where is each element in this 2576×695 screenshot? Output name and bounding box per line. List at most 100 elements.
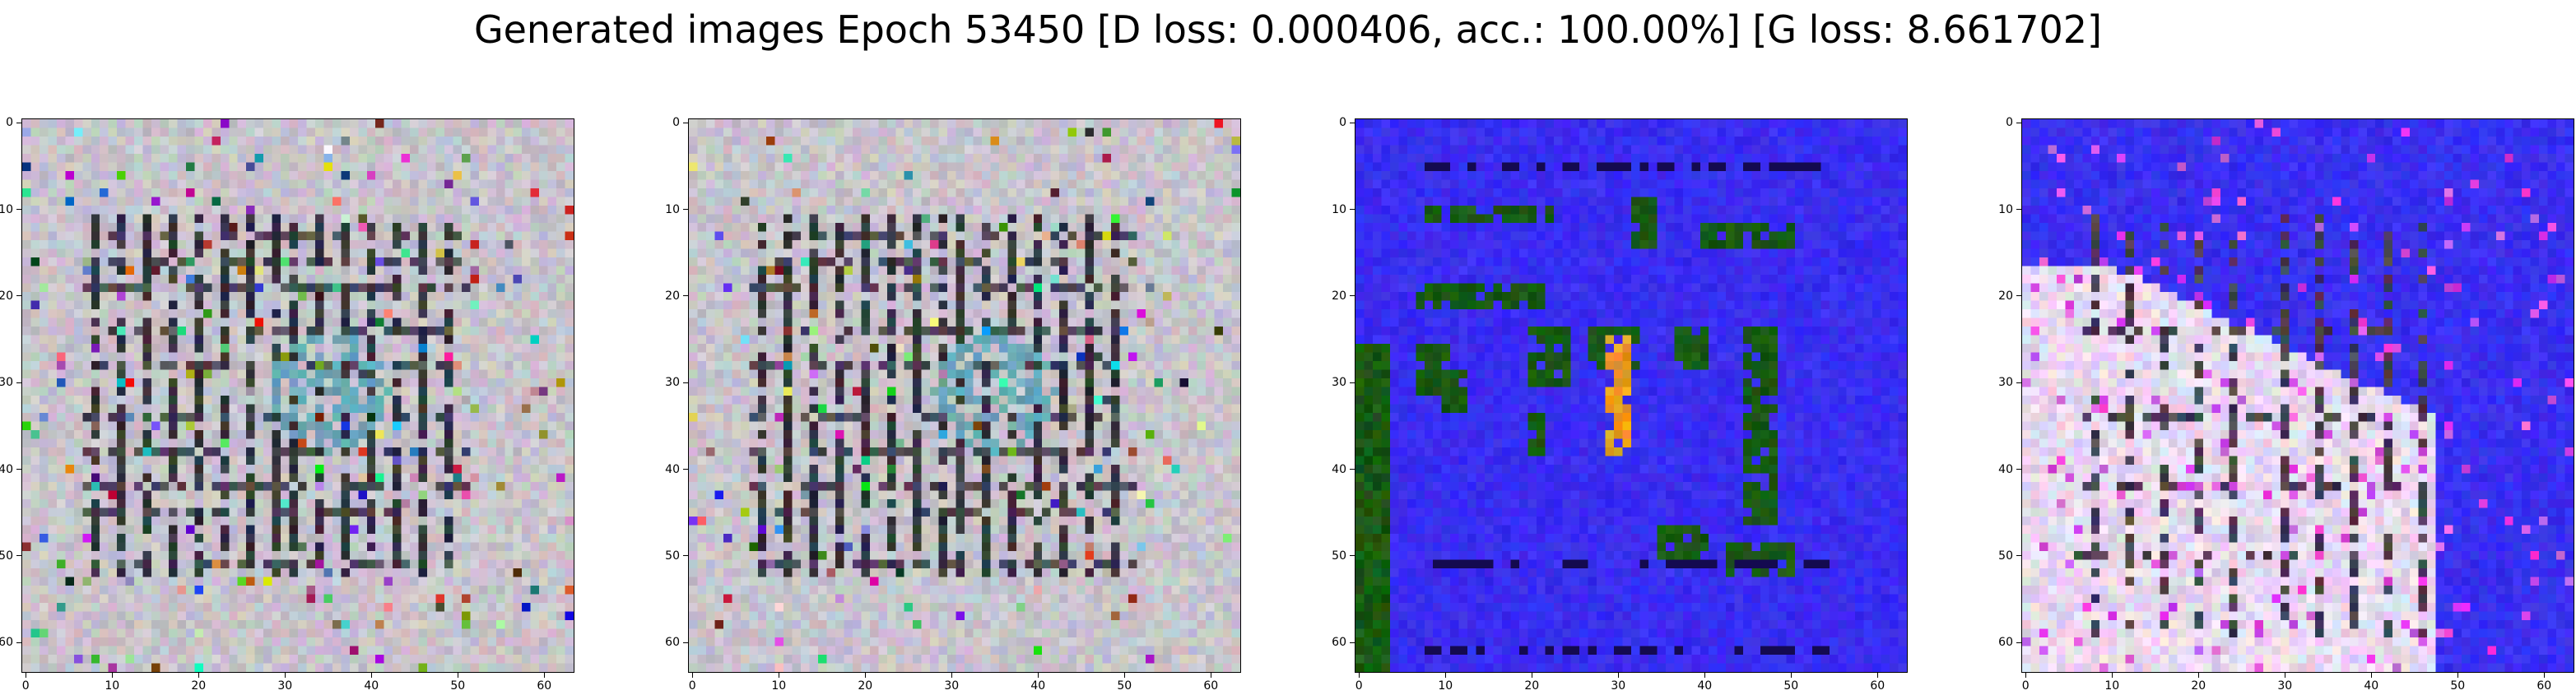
y-tick — [683, 295, 688, 297]
y-tick — [683, 209, 688, 211]
y-tick-label: 40 — [1998, 462, 2013, 476]
y-tick-label: 20 — [1998, 289, 2013, 303]
x-tick-label: 10 — [2104, 679, 2120, 693]
image-frame — [688, 118, 1241, 673]
x-tick-label: 20 — [1524, 679, 1540, 693]
y-tick — [2016, 642, 2021, 643]
y-tick-label: 60 — [0, 636, 13, 650]
x-tick-label: 50 — [450, 679, 466, 693]
x-tick — [198, 673, 199, 678]
y-tick-label: 10 — [665, 202, 680, 216]
x-tick — [864, 673, 866, 678]
y-tick-label: 30 — [1332, 376, 1346, 390]
y-tick-label: 0 — [1339, 116, 1346, 130]
y-tick — [1350, 469, 1355, 470]
generated-image-canvas — [22, 119, 574, 672]
x-tick-label: 30 — [1611, 679, 1626, 693]
x-tick — [2025, 673, 2026, 678]
x-tick — [1617, 673, 1619, 678]
y-tick — [1350, 295, 1355, 297]
x-tick-label: 50 — [1783, 679, 1799, 693]
x-tick — [1876, 673, 1878, 678]
y-tick — [16, 295, 21, 297]
x-tick-label: 40 — [1697, 679, 1713, 693]
y-tick — [1350, 382, 1355, 383]
figure-title: Generated images Epoch 53450 [D loss: 0.… — [473, 7, 2103, 52]
y-tick-label: 60 — [1332, 636, 1346, 650]
x-tick — [1790, 673, 1792, 678]
y-tick-label: 20 — [0, 289, 13, 303]
x-tick-label: 60 — [537, 679, 552, 693]
x-tick — [2370, 673, 2372, 678]
x-tick — [543, 673, 545, 678]
y-tick-label: 0 — [2006, 116, 2013, 130]
x-tick — [2457, 673, 2458, 678]
x-tick-label: 40 — [2364, 679, 2379, 693]
y-tick — [2016, 555, 2021, 557]
x-tick-label: 30 — [944, 679, 960, 693]
x-tick — [284, 673, 286, 678]
generated-image-canvas — [2022, 119, 2574, 672]
x-tick — [2111, 673, 2113, 678]
y-tick — [683, 382, 688, 383]
x-tick-label: 10 — [1438, 679, 1453, 693]
y-tick — [2016, 209, 2021, 211]
image-frame — [21, 118, 574, 673]
y-tick-label: 50 — [1998, 549, 2013, 563]
image-frame — [1355, 118, 1908, 673]
x-tick-label: 0 — [2021, 679, 2030, 693]
x-tick — [370, 673, 372, 678]
y-tick — [16, 555, 21, 557]
x-tick-label: 40 — [1030, 679, 1046, 693]
x-tick-label: 0 — [688, 679, 696, 693]
image-panel-1: 0 10 20 30 40 50 60 0 10 20 30 40 50 60 — [0, 116, 581, 693]
y-tick-label: 10 — [1332, 202, 1346, 216]
y-tick — [16, 642, 21, 643]
x-tick-label: 60 — [1870, 679, 1886, 693]
y-tick-label: 40 — [1332, 462, 1346, 476]
image-frame — [2021, 118, 2574, 673]
y-tick — [16, 469, 21, 470]
y-tick-label: 40 — [665, 462, 680, 476]
y-tick-label: 50 — [0, 549, 13, 563]
y-tick-label: 0 — [6, 116, 13, 130]
y-tick-label: 50 — [665, 549, 680, 563]
y-tick — [16, 209, 21, 211]
image-panel-3: 0 10 20 30 40 50 60 0 10 20 30 40 50 60 — [1332, 116, 1914, 693]
x-tick-label: 50 — [2450, 679, 2466, 693]
y-tick — [16, 382, 21, 383]
y-tick — [2016, 469, 2021, 470]
y-tick — [683, 469, 688, 470]
y-tick-label: 0 — [672, 116, 680, 130]
y-tick — [2016, 295, 2021, 297]
x-tick-label: 30 — [2277, 679, 2293, 693]
x-tick-label: 0 — [21, 679, 30, 693]
x-tick — [2543, 673, 2545, 678]
x-tick — [111, 673, 113, 678]
y-tick-label: 20 — [665, 289, 680, 303]
y-tick — [683, 642, 688, 643]
x-tick-label: 10 — [771, 679, 787, 693]
x-tick-label: 0 — [1355, 679, 1363, 693]
y-tick — [1350, 642, 1355, 643]
y-tick — [1350, 555, 1355, 557]
x-tick-label: 20 — [2191, 679, 2206, 693]
y-tick-label: 30 — [1998, 376, 2013, 390]
x-tick-label: 60 — [1203, 679, 1219, 693]
x-tick — [1704, 673, 1705, 678]
image-panel-4: 0 10 20 30 40 50 60 0 10 20 30 40 50 60 — [1998, 116, 2576, 693]
x-tick-label: 10 — [105, 679, 120, 693]
y-tick-label: 10 — [1998, 202, 2013, 216]
image-panel-2: 0 10 20 30 40 50 60 0 10 20 30 40 50 60 — [665, 116, 1248, 693]
x-tick-label: 20 — [191, 679, 207, 693]
x-tick — [1444, 673, 1446, 678]
y-tick — [683, 555, 688, 557]
x-tick — [691, 673, 693, 678]
y-tick — [2016, 382, 2021, 383]
x-tick-label: 50 — [1117, 679, 1132, 693]
x-tick — [1123, 673, 1125, 678]
y-tick — [1350, 209, 1355, 211]
y-tick-label: 30 — [665, 376, 680, 390]
x-tick-label: 20 — [858, 679, 873, 693]
x-tick — [1358, 673, 1360, 678]
